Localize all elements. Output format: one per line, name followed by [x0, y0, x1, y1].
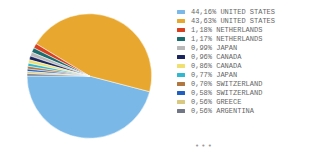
svg-text:0,86% CANADA: 0,86% CANADA: [191, 62, 242, 70]
svg-text:0,56% GREECE: 0,56% GREECE: [191, 98, 241, 106]
svg-text:0,58% SWITZERLAND: 0,58% SWITZERLAND: [191, 89, 262, 97]
svg-text:0,56% ARGENTINA: 0,56% ARGENTINA: [191, 107, 255, 115]
svg-text:43,63% UNITED STATES: 43,63% UNITED STATES: [191, 17, 275, 25]
svg-text:• • •: • • •: [195, 142, 212, 150]
svg-text:1,18% NETHERLANDS: 1,18% NETHERLANDS: [191, 26, 262, 34]
svg-text:0,70% SWITZERLAND: 0,70% SWITZERLAND: [191, 80, 262, 88]
svg-text:44,16% UNITED STATES: 44,16% UNITED STATES: [191, 8, 275, 16]
svg-text:0,96% CANADA: 0,96% CANADA: [191, 53, 242, 61]
svg-text:0,77% JAPAN: 0,77% JAPAN: [191, 71, 237, 79]
svg-text:0,99% JAPAN: 0,99% JAPAN: [191, 44, 237, 52]
svg-text:1,17% NETHERLANDS: 1,17% NETHERLANDS: [191, 35, 262, 43]
